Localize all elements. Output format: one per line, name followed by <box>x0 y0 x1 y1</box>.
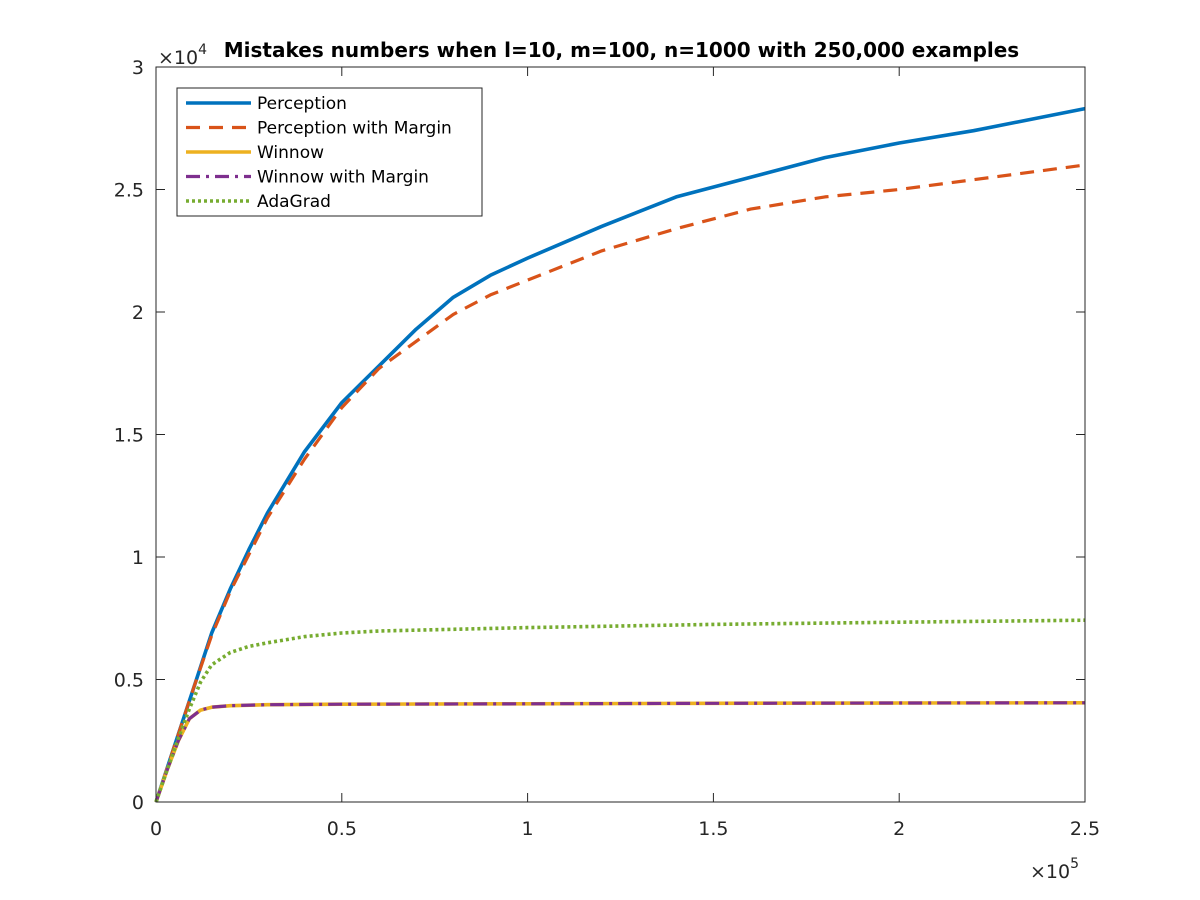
series-line-winnow-with-margin <box>154 701 1086 803</box>
x-tick-label: 2 <box>893 818 905 840</box>
y-tick-label: 2 <box>132 302 144 324</box>
legend-entry-label: Perception with Margin <box>257 119 452 139</box>
chart-title: Mistakes numbers when l=10, m=100, n=100… <box>224 38 1019 62</box>
legend: Perception Perception with Margin Winnow Wi… <box>176 87 483 217</box>
legend-entry-label: AdaGrad <box>257 192 331 212</box>
legend-entry-label: Winnow <box>257 143 324 163</box>
series-line-perception-with-margin <box>154 163 1086 803</box>
legend-entry-label: Perception <box>257 94 347 114</box>
y-tick-label: 2.5 <box>114 180 144 202</box>
y-tick-label: 0 <box>132 792 144 814</box>
y-tick-label: 1 <box>132 547 144 569</box>
x-tick-label: 0.5 <box>327 818 357 840</box>
series-layer <box>154 106 1086 803</box>
legend-entry-label: Winnow with Margin <box>257 168 429 188</box>
exponent-layer: ×104 ×105 <box>158 42 1079 883</box>
y-tick-label: 0.5 <box>114 670 144 692</box>
y-axis-exponent: ×104 <box>158 42 207 69</box>
y-tick-label: 3 <box>132 57 144 79</box>
x-axis-exponent: ×105 <box>1030 856 1079 883</box>
x-tick-label: 2.5 <box>1070 818 1100 840</box>
x-tick-label: 0 <box>150 818 162 840</box>
x-tick-label: 1 <box>522 818 534 840</box>
axes-layer: 0 0.5 1 1.5 2 2.5 0 0.5 1 1.5 2 2.5 3 <box>114 57 1100 840</box>
x-tick-label: 1.5 <box>698 818 728 840</box>
y-tick-label: 1.5 <box>114 425 144 447</box>
